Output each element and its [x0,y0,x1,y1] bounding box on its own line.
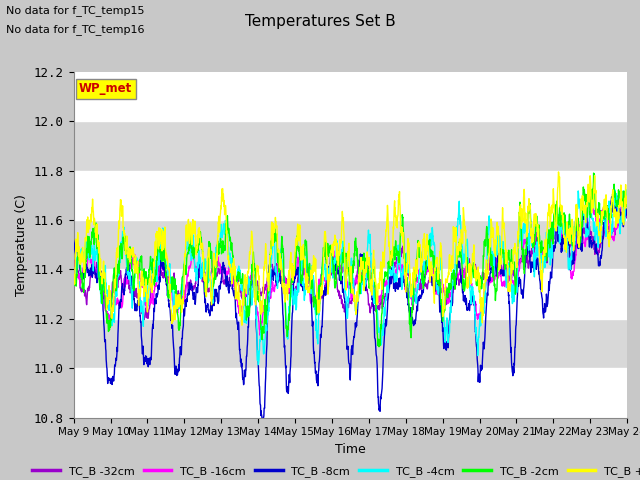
Bar [74,269,627,319]
Text: No data for f_TC_temp16: No data for f_TC_temp16 [6,24,145,35]
Legend: TC_B -32cm, TC_B -16cm, TC_B -8cm, TC_B -4cm, TC_B -2cm, TC_B +4cm: TC_B -32cm, TC_B -16cm, TC_B -8cm, TC_B … [28,461,640,480]
Bar [74,368,627,418]
Y-axis label: Temperature (C): Temperature (C) [15,194,28,296]
Bar [74,72,627,121]
Bar [74,171,627,220]
Text: WP_met: WP_met [79,83,132,96]
Text: No data for f_TC_temp15: No data for f_TC_temp15 [6,5,145,16]
X-axis label: Time: Time [335,443,366,456]
Text: Temperatures Set B: Temperatures Set B [244,14,396,29]
